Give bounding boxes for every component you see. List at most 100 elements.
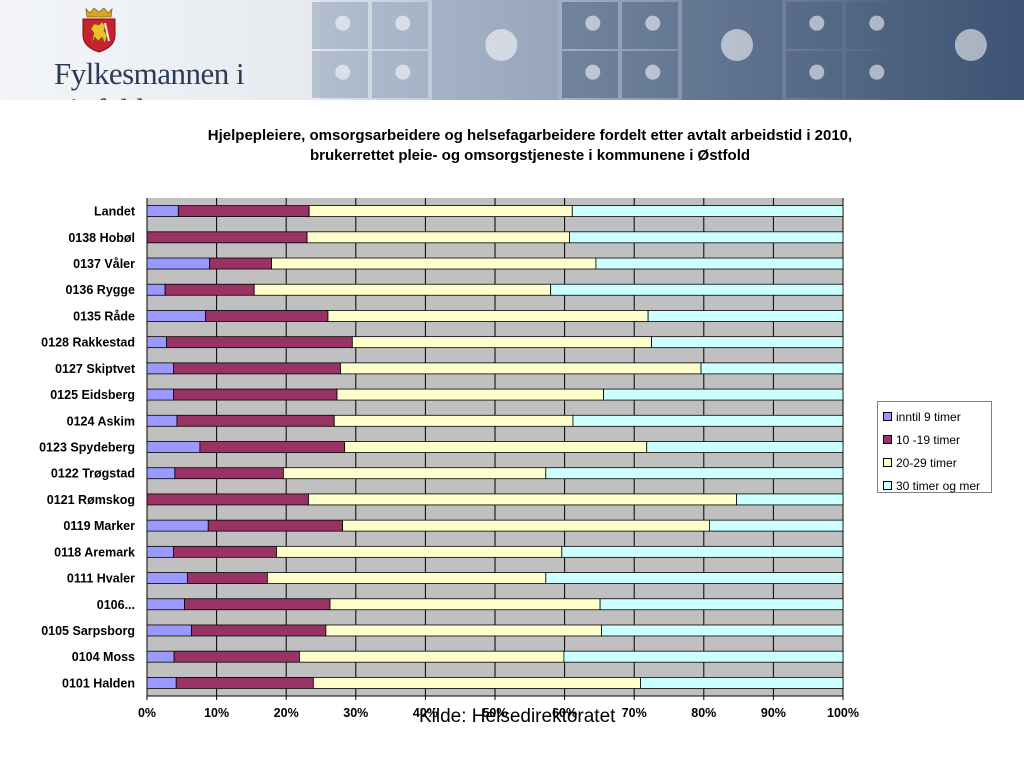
bar-segment [267,572,547,584]
legend-item: inntil 9 timer [883,405,991,428]
category-label: 0119 Marker [63,519,135,533]
bar-segment [146,650,175,663]
bar-segment [550,283,844,296]
chart-title-line-2: brukerrettet pleie- og omsorgstjeneste i… [309,147,751,164]
bar-segment [283,467,547,480]
bar-segment [146,362,174,375]
flower-icon [809,15,825,31]
flower-icon [395,64,411,80]
category-label: 0118 Aremark [54,545,135,559]
bar-segment [174,467,284,480]
legend-swatch [883,481,892,490]
bar-segment [184,598,331,611]
category-label: Landet [94,205,136,219]
flower-icon [485,29,518,61]
bar-segment [146,545,174,558]
coat-of-arms-icon [82,7,116,53]
bar-segment [207,519,343,532]
flower-icon [335,64,351,80]
flower-icon [585,64,601,80]
bar-segment [146,467,176,480]
bar-segment [146,676,177,689]
bar-segment [736,493,844,506]
legend-swatch [883,458,892,467]
category-label: 0128 Rakkestad [41,336,135,350]
bar-segment [603,388,844,401]
x-tick-label: 60% [552,706,577,720]
bar-segment [651,336,844,349]
legend-label: inntil 9 timer [896,409,961,424]
bar-segment [146,624,192,637]
bar-segment [336,388,604,401]
legend-item: 10 -19 timer [883,428,991,451]
category-label: 0106... [97,598,135,612]
category-label: 0127 Skiptvet [55,362,136,376]
bar-segment [199,441,346,453]
bar-segment [146,257,211,270]
bar-segment [146,205,179,218]
logo-panel: Fylkesmannen i Østfold [0,0,320,100]
header-banner: Fylkesmannen i Østfold [0,0,1024,100]
category-label: 0135 Råde [73,309,135,323]
chart-title: Hjelpepleiere, omsorgsarbeidere og helse… [60,126,1000,166]
bar-segment [146,441,201,453]
bar-segment [209,257,272,270]
chart-legend: inntil 9 timer 10 -19 timer 20-29 timer … [877,401,992,493]
category-label: 0121 Rømskog [47,493,135,507]
category-label: 0138 Hobøl [68,231,135,245]
bar-segment [340,362,702,375]
bar-segment [173,362,341,375]
bar-segment [571,205,844,218]
bar-segment [146,572,188,584]
bar-segment [569,231,844,244]
bar-segment [186,572,268,584]
bar-segment [700,362,844,375]
bar-segment [599,598,844,611]
bar-segment [146,493,309,506]
legend-label: 30 timer og mer [896,478,981,493]
flower-icon [954,29,987,61]
x-tick-label: 40% [413,706,438,720]
category-label: 0122 Trøgstad [51,467,135,481]
bar-segment [344,441,648,453]
bar-segment [545,467,844,480]
bar-segment [146,283,166,296]
bar-segment [545,572,844,584]
flower-icon [335,15,351,31]
category-label: 0111 Hvaler [67,572,135,586]
category-label: 0125 Eidsberg [50,388,135,402]
bar-segment [312,676,641,689]
flower-icon [869,64,885,80]
bar-segment [276,545,563,558]
category-label: 0136 Rygge [66,283,136,297]
bar-segment [325,624,602,637]
bar-segment [646,441,844,453]
bar-segment [176,414,335,427]
bar-segment [351,336,653,349]
x-tick-label: 50% [482,706,507,720]
bar-segment [329,598,601,611]
bar-segment [191,624,327,637]
bar-segment [146,519,209,532]
bar-segment [146,414,178,427]
legend-swatch [883,435,892,444]
bar-segment [146,310,206,322]
bar-segment [146,231,308,244]
chart-title-line-1: Hjelpepleiere, omsorgsarbeidere og helse… [207,127,853,144]
category-label: 0137 Våler [73,257,135,271]
bar-segment [164,283,255,296]
category-label: 0123 Spydeberg [39,441,135,455]
flower-icon [869,15,885,31]
bar-segment [173,650,300,663]
legend-item: 20-29 timer [883,451,991,474]
legend-label: 20-29 timer [896,455,957,470]
bar-segment [173,388,338,401]
bar-segment [327,310,649,322]
bar-segment [146,388,174,401]
category-label: 0105 Sarpsborg [41,624,135,638]
bar-segment [175,676,314,689]
bar-segment [640,676,844,689]
bar-segment [601,624,844,637]
legend-label: 10 -19 timer [896,432,961,447]
